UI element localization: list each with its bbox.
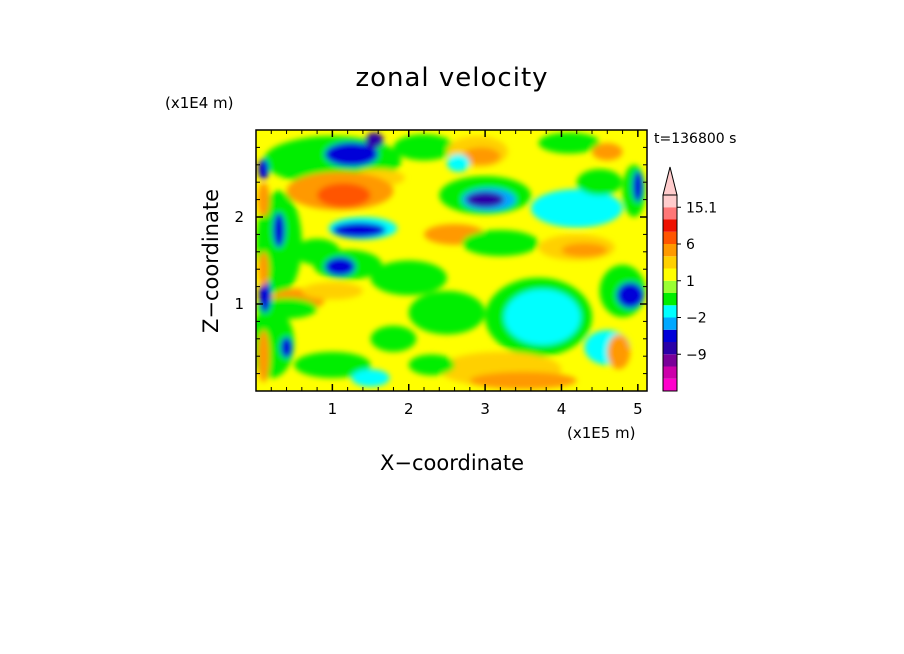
contour-region bbox=[469, 371, 577, 390]
contour-region bbox=[317, 183, 371, 208]
x-axis-ticks: 1 2 3 4 5 bbox=[270, 130, 643, 418]
x-scale-label: (x1E5 m) bbox=[567, 424, 636, 442]
x-axis-label: X−coordinate bbox=[380, 451, 524, 475]
colorbar-label: 6 bbox=[686, 237, 695, 253]
contour-region bbox=[607, 334, 631, 370]
velocity-field bbox=[256, 132, 646, 390]
contour-region bbox=[370, 260, 447, 296]
colorbar-labels: 15.1 6 1 −2 −9 bbox=[677, 200, 717, 363]
x-tick-label: 3 bbox=[480, 400, 490, 418]
colorbar-cell bbox=[663, 268, 677, 281]
contour-region bbox=[393, 134, 455, 161]
colorbar-label: 1 bbox=[686, 274, 695, 290]
colorbar-label: −9 bbox=[686, 347, 707, 363]
contour-region bbox=[258, 158, 269, 180]
contour-region bbox=[538, 132, 600, 154]
y-tick-label: 1 bbox=[234, 295, 244, 313]
colorbar-extend-arrow bbox=[662, 166, 678, 196]
x-tick-label: 2 bbox=[404, 400, 414, 418]
y-scale-label: (x1E4 m) bbox=[165, 94, 234, 112]
contour-region bbox=[365, 132, 384, 149]
contour-region bbox=[576, 169, 623, 196]
contour-region bbox=[462, 147, 501, 165]
colorbar-label: 15.1 bbox=[686, 200, 717, 216]
contour-region bbox=[592, 143, 623, 161]
contour-region bbox=[257, 330, 270, 383]
colorbar-cell bbox=[663, 207, 677, 220]
colorbar-cell bbox=[663, 342, 677, 355]
colorbar bbox=[662, 166, 678, 392]
contour-region bbox=[324, 257, 356, 277]
contour-region bbox=[280, 337, 293, 358]
colorbar-cell bbox=[663, 219, 677, 232]
colorbar-cell bbox=[663, 280, 677, 293]
contour-region bbox=[561, 243, 608, 258]
contour-region bbox=[462, 230, 539, 257]
time-label: t=136800 s bbox=[654, 131, 736, 147]
colorbar-cell bbox=[663, 195, 677, 208]
contour-region bbox=[632, 170, 644, 203]
colorbar-cell bbox=[663, 317, 677, 330]
contour-region bbox=[294, 351, 371, 378]
colorbar-cell bbox=[663, 256, 677, 269]
colorbar-cell bbox=[663, 231, 677, 244]
colorbar-cell bbox=[663, 305, 677, 318]
chart-title: zonal velocity bbox=[355, 63, 548, 93]
colorbar-cell bbox=[663, 378, 677, 391]
x-tick-label: 4 bbox=[557, 400, 567, 418]
contour-region bbox=[272, 212, 286, 248]
colorbar-cell bbox=[663, 329, 677, 342]
contour-region bbox=[616, 282, 644, 309]
x-tick-label: 5 bbox=[633, 400, 643, 418]
contour-region bbox=[257, 182, 270, 218]
contour-region bbox=[301, 282, 363, 300]
colorbar-label: −2 bbox=[686, 311, 707, 327]
x-tick-label: 1 bbox=[328, 400, 338, 418]
contour-region bbox=[370, 325, 417, 352]
contour-region bbox=[504, 289, 581, 345]
contour-region bbox=[530, 189, 623, 228]
contour-region bbox=[446, 154, 470, 172]
contour-region bbox=[351, 369, 390, 387]
plot-frame bbox=[255, 129, 648, 392]
colorbar-cell bbox=[663, 366, 677, 379]
contour-region bbox=[332, 222, 386, 238]
contour-region bbox=[408, 290, 486, 335]
contour-region bbox=[324, 142, 379, 167]
contour-region bbox=[466, 191, 505, 208]
contour-region bbox=[408, 354, 455, 376]
colorbar-cell bbox=[663, 293, 677, 306]
y-tick-label: 2 bbox=[234, 208, 244, 226]
y-axis-ticks: 12 bbox=[234, 146, 647, 375]
colorbar-cell bbox=[663, 244, 677, 257]
colorbar-cell bbox=[663, 354, 677, 367]
field-contours bbox=[256, 132, 646, 390]
y-axis-label: Z−coordinate bbox=[199, 189, 223, 333]
contour-region bbox=[258, 251, 269, 287]
colorbar-frame bbox=[662, 194, 678, 392]
